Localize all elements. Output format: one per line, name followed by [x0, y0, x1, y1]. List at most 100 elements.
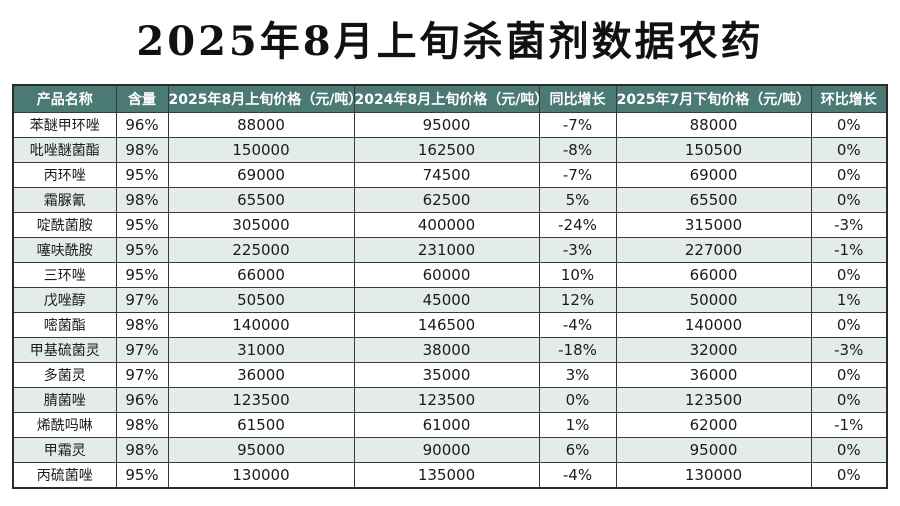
yoy-growth-cell: -4%: [538, 462, 617, 489]
table-row: 霜脲氰 98% 65500 62500 5% 65500 0%: [12, 187, 888, 213]
product-name-cell: 甲基硫菌灵: [12, 337, 117, 363]
yoy-growth-cell: -18%: [538, 337, 617, 363]
price-2025-jul-late-cell: 140000: [615, 312, 812, 338]
price-2025-jul-late-cell: 95000: [615, 437, 812, 463]
price-2025-jul-late-cell: 36000: [615, 362, 812, 388]
mom-growth-cell: 0%: [810, 387, 888, 413]
price-2025-jul-late-cell: 123500: [615, 387, 812, 413]
price-2024-aug-early-cell: 135000: [353, 462, 540, 489]
mom-growth-cell: 0%: [810, 187, 888, 213]
mom-growth-cell: 0%: [810, 262, 888, 288]
product-name-cell: 甲霜灵: [12, 437, 117, 463]
price-2025-jul-late-cell: 88000: [615, 112, 812, 138]
price-2025-aug-early-cell: 66000: [167, 262, 355, 288]
price-2025-aug-early-cell: 88000: [167, 112, 355, 138]
price-2025-jul-late-cell: 69000: [615, 162, 812, 188]
product-name-cell: 噻呋酰胺: [12, 237, 117, 263]
page-title: 2025年8月上旬杀菌剂数据农药: [136, 18, 764, 65]
price-2025-aug-early-cell: 61500: [167, 412, 355, 438]
product-name-cell: 霜脲氰: [12, 187, 117, 213]
price-2024-aug-early-cell: 95000: [353, 112, 540, 138]
price-2025-aug-early-cell: 130000: [167, 462, 355, 489]
content-cell: 95%: [115, 262, 169, 288]
header-mom-growth: 环比增长: [810, 84, 888, 113]
yoy-growth-cell: -7%: [538, 162, 617, 188]
product-name-cell: 嘧菌酯: [12, 312, 117, 338]
mom-growth-cell: 0%: [810, 137, 888, 163]
table-row: 腈菌唑 96% 123500 123500 0% 123500 0%: [12, 387, 888, 413]
table-row: 甲基硫菌灵 97% 31000 38000 -18% 32000 -3%: [12, 337, 888, 363]
table-row: 吡唑醚菌酯 98% 150000 162500 -8% 150500 0%: [12, 137, 888, 163]
price-2025-jul-late-cell: 227000: [615, 237, 812, 263]
content-cell: 98%: [115, 412, 169, 438]
table-body: 苯醚甲环唑 96% 88000 95000 -7% 88000 0% 吡唑醚菌酯 98% 1500…: [12, 112, 888, 489]
yoy-growth-cell: 3%: [538, 362, 617, 388]
product-name-cell: 戊唑醇: [12, 287, 117, 313]
content-cell: 95%: [115, 212, 169, 238]
content-cell: 95%: [115, 462, 169, 489]
yoy-growth-cell: -4%: [538, 312, 617, 338]
product-name-cell: 丙硫菌唑: [12, 462, 117, 489]
product-name-cell: 苯醚甲环唑: [12, 112, 117, 138]
price-2025-aug-early-cell: 36000: [167, 362, 355, 388]
content-cell: 96%: [115, 112, 169, 138]
price-2025-aug-early-cell: 69000: [167, 162, 355, 188]
product-name-cell: 多菌灵: [12, 362, 117, 388]
content-cell: 98%: [115, 187, 169, 213]
header-price-2025-aug-early: 2025年8月上旬价格（元/吨）: [167, 84, 355, 113]
price-2024-aug-early-cell: 123500: [353, 387, 540, 413]
product-name-cell: 腈菌唑: [12, 387, 117, 413]
price-2025-aug-early-cell: 305000: [167, 212, 355, 238]
price-2025-jul-late-cell: 66000: [615, 262, 812, 288]
yoy-growth-cell: -3%: [538, 237, 617, 263]
yoy-growth-cell: 12%: [538, 287, 617, 313]
table-row: 噻呋酰胺 95% 225000 231000 -3% 227000 -1%: [12, 237, 888, 263]
content-cell: 95%: [115, 237, 169, 263]
price-2024-aug-early-cell: 45000: [353, 287, 540, 313]
price-2025-aug-early-cell: 140000: [167, 312, 355, 338]
price-2025-jul-late-cell: 130000: [615, 462, 812, 489]
header-yoy-growth: 同比增长: [538, 84, 617, 113]
price-2025-aug-early-cell: 50500: [167, 287, 355, 313]
table-row: 烯酰吗啉 98% 61500 61000 1% 62000 -1%: [12, 412, 888, 438]
content-cell: 97%: [115, 337, 169, 363]
product-name-cell: 三环唑: [12, 262, 117, 288]
price-2024-aug-early-cell: 400000: [353, 212, 540, 238]
content-cell: 98%: [115, 437, 169, 463]
product-name-cell: 吡唑醚菌酯: [12, 137, 117, 163]
mom-growth-cell: -1%: [810, 237, 888, 263]
yoy-growth-cell: -8%: [538, 137, 617, 163]
price-2025-aug-early-cell: 65500: [167, 187, 355, 213]
table-row: 甲霜灵 98% 95000 90000 6% 95000 0%: [12, 437, 888, 463]
mom-growth-cell: -3%: [810, 212, 888, 238]
price-2025-aug-early-cell: 150000: [167, 137, 355, 163]
price-2025-aug-early-cell: 31000: [167, 337, 355, 363]
yoy-growth-cell: 0%: [538, 387, 617, 413]
product-name-cell: 啶酰菌胺: [12, 212, 117, 238]
price-2024-aug-early-cell: 62500: [353, 187, 540, 213]
mom-growth-cell: -3%: [810, 337, 888, 363]
price-2025-jul-late-cell: 62000: [615, 412, 812, 438]
yoy-growth-cell: -7%: [538, 112, 617, 138]
content-cell: 98%: [115, 137, 169, 163]
yoy-growth-cell: 5%: [538, 187, 617, 213]
price-2024-aug-early-cell: 35000: [353, 362, 540, 388]
price-2024-aug-early-cell: 60000: [353, 262, 540, 288]
mom-growth-cell: 0%: [810, 462, 888, 489]
content-cell: 97%: [115, 362, 169, 388]
table-header-row: 产品名称 含量 2025年8月上旬价格（元/吨） 2024年8月上旬价格（元/吨） 同比…: [12, 84, 888, 113]
table-row: 嘧菌酯 98% 140000 146500 -4% 140000 0%: [12, 312, 888, 338]
header-product-name: 产品名称: [12, 84, 117, 113]
table-row: 苯醚甲环唑 96% 88000 95000 -7% 88000 0%: [12, 112, 888, 138]
price-2024-aug-early-cell: 38000: [353, 337, 540, 363]
price-2024-aug-early-cell: 74500: [353, 162, 540, 188]
product-name-cell: 烯酰吗啉: [12, 412, 117, 438]
table-row: 啶酰菌胺 95% 305000 400000 -24% 315000 -3%: [12, 212, 888, 238]
price-2024-aug-early-cell: 90000: [353, 437, 540, 463]
price-2025-jul-late-cell: 150500: [615, 137, 812, 163]
mom-growth-cell: 1%: [810, 287, 888, 313]
yoy-growth-cell: -24%: [538, 212, 617, 238]
content-cell: 98%: [115, 312, 169, 338]
content-cell: 96%: [115, 387, 169, 413]
price-2025-jul-late-cell: 65500: [615, 187, 812, 213]
